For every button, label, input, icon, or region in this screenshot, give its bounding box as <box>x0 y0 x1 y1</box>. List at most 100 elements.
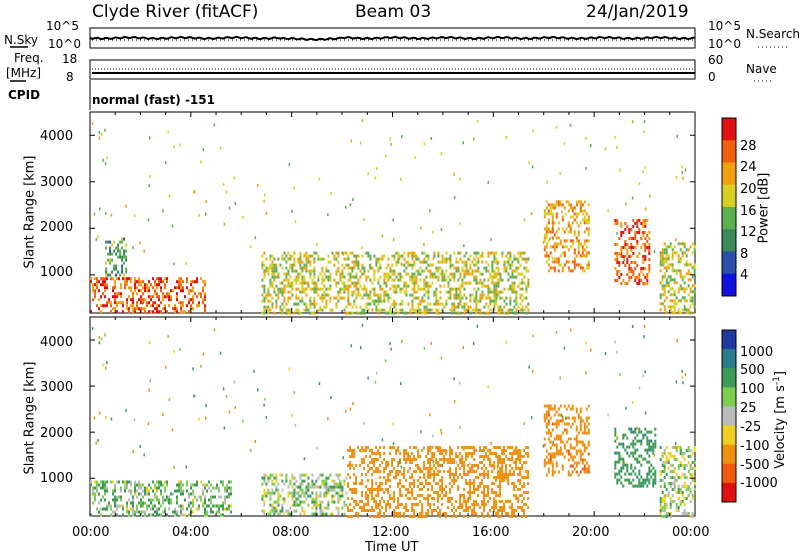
velocity-cell <box>659 512 662 515</box>
power-cell <box>112 295 114 299</box>
power-cell <box>343 308 346 312</box>
power-cell <box>509 275 512 279</box>
power-cell <box>663 272 666 276</box>
power-cell <box>323 293 326 297</box>
power-cell <box>295 269 298 273</box>
power-cell <box>411 299 414 303</box>
power-sparse-cell <box>455 257 458 261</box>
power-cell <box>431 281 434 285</box>
velocity-cell <box>271 482 274 486</box>
power-cell <box>489 299 492 303</box>
power-cell <box>419 287 422 291</box>
power-cell <box>551 212 554 216</box>
velocity-cell <box>383 476 386 479</box>
power-cell <box>505 254 508 258</box>
velocity-cell <box>405 503 408 506</box>
velocity-cell <box>351 497 354 500</box>
velocity-sparse-cell <box>616 350 618 354</box>
velocity-cell <box>411 503 414 506</box>
power-cell <box>305 260 308 264</box>
velocity-cell <box>503 458 506 461</box>
velocity-cell <box>573 437 576 441</box>
power-cell <box>429 284 432 288</box>
velocity-cell <box>337 482 340 486</box>
power-cell <box>283 290 286 294</box>
velocity-cell <box>341 485 344 489</box>
x-tick-4: 16:00 <box>472 525 510 540</box>
power-cell <box>587 251 590 255</box>
power-cell <box>455 305 458 309</box>
power-cell <box>311 311 314 315</box>
power-cell <box>693 266 696 270</box>
power-cell <box>642 225 645 228</box>
velocity-cell <box>648 481 651 485</box>
velocity-cell <box>673 482 676 485</box>
velocity-cell <box>626 436 629 440</box>
power-cell <box>493 281 496 285</box>
power-cell <box>549 245 552 249</box>
power-cell <box>283 287 286 291</box>
velocity-cell <box>377 470 380 473</box>
power-cell <box>287 278 290 282</box>
power-cell <box>483 278 486 282</box>
velocity-cell <box>311 491 314 495</box>
power-sparse-cell <box>676 134 678 138</box>
power-cell <box>543 215 546 219</box>
velocity-cell <box>154 504 156 508</box>
velocity-cell <box>507 476 510 479</box>
power-cell <box>333 296 336 300</box>
power-cell <box>126 307 128 311</box>
power-cell <box>267 299 270 303</box>
velocity-cell <box>499 482 502 485</box>
power-cell <box>164 304 166 308</box>
velocity-cell <box>477 464 480 467</box>
power-cell <box>475 269 478 273</box>
power-cell <box>156 292 158 296</box>
power-cell <box>116 301 118 305</box>
velocity-cell <box>685 449 688 452</box>
velocity-cell <box>661 452 664 455</box>
velocity-cell <box>417 464 420 467</box>
velocity-cell <box>549 404 552 408</box>
velocity-cell <box>379 446 382 449</box>
power-cell <box>421 287 424 291</box>
power-cell <box>503 299 506 303</box>
power-cell <box>553 206 556 210</box>
velocity-cell <box>632 454 635 458</box>
date-title: 24/Jan/2019 <box>586 2 689 22</box>
velocity-cell <box>630 451 633 455</box>
power-cell <box>463 275 466 279</box>
power-cell <box>311 254 314 258</box>
velocity-cell <box>421 470 424 473</box>
velocity-cell <box>509 506 512 509</box>
power-sparse-cell <box>200 160 202 164</box>
power-cell <box>501 254 504 258</box>
velocity-cell <box>329 488 332 492</box>
power-cell <box>335 257 338 261</box>
power-sparse-cell <box>257 184 259 187</box>
velocity-cell <box>661 470 664 473</box>
velocity-cell <box>230 492 232 496</box>
velocity-cell <box>650 475 653 479</box>
velocity-cell <box>297 497 300 501</box>
velocity-cell <box>289 512 292 516</box>
velocity-cell <box>200 480 202 484</box>
power-cell <box>687 248 690 252</box>
power-cell <box>477 257 480 261</box>
power-cell <box>493 287 496 291</box>
power-scale-tick-4: 4 <box>740 268 749 283</box>
velocity-cell <box>377 449 380 452</box>
power-cell <box>443 260 446 264</box>
velocity-cell <box>379 485 382 488</box>
velocity-cell <box>323 494 326 498</box>
velocity-cell <box>683 458 686 461</box>
power-cell <box>192 295 194 299</box>
power-cell <box>321 278 324 282</box>
power-cell <box>146 304 148 308</box>
velocity-cell <box>501 500 504 503</box>
velocity-cell <box>638 454 641 458</box>
velocity-cell <box>445 491 448 494</box>
velocity-cell <box>305 497 308 501</box>
velocity-cell <box>495 491 498 494</box>
power-cell <box>671 299 674 303</box>
